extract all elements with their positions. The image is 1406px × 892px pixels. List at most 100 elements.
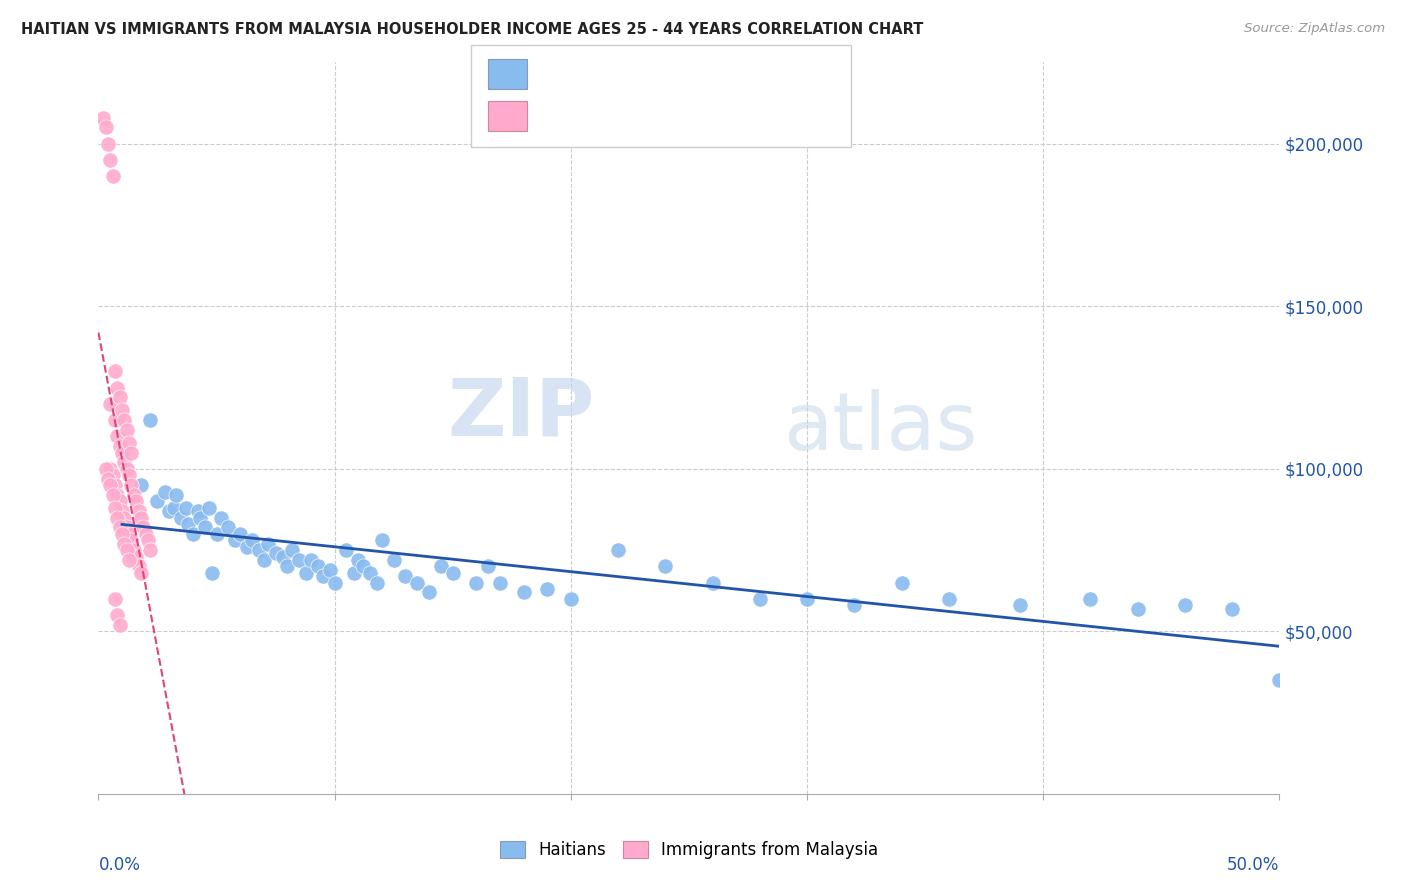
Point: [111, 403, 134, 417]
Point: [352, 559, 374, 574]
Point: [288, 553, 311, 567]
Point: [465, 575, 488, 590]
Point: [105, 488, 128, 502]
Point: [104, 478, 127, 492]
Point: [122, 543, 145, 558]
Point: [118, 553, 141, 567]
Point: [136, 533, 159, 548]
Point: [1174, 599, 1197, 613]
Point: [165, 488, 187, 502]
Point: [115, 462, 138, 476]
Point: [112, 510, 135, 524]
Point: [115, 462, 138, 476]
Point: [477, 559, 499, 574]
Point: [1080, 591, 1102, 606]
Point: [98, 153, 121, 167]
Point: [217, 520, 239, 534]
Point: [111, 526, 134, 541]
Point: [129, 566, 152, 580]
Point: [194, 520, 217, 534]
Point: [97, 136, 120, 151]
Point: [104, 364, 127, 378]
Point: [489, 575, 512, 590]
Point: [97, 471, 120, 485]
Point: [560, 591, 582, 606]
Point: [105, 380, 128, 394]
Point: [146, 494, 169, 508]
Point: [382, 553, 405, 567]
Point: [323, 575, 346, 590]
Point: [105, 429, 128, 443]
Point: [890, 575, 912, 590]
Point: [125, 549, 148, 564]
Point: [181, 526, 204, 541]
Text: 58: 58: [693, 107, 716, 125]
Point: [342, 566, 364, 580]
Point: [198, 500, 221, 515]
Legend: Haitians, Immigrants from Malaysia: Haitians, Immigrants from Malaysia: [494, 835, 884, 866]
Point: [1126, 601, 1149, 615]
Point: [94, 462, 117, 476]
Point: [125, 494, 148, 508]
Point: [654, 559, 676, 574]
Point: [108, 439, 131, 453]
Point: [118, 468, 141, 483]
Point: [105, 608, 128, 623]
Point: [115, 543, 138, 558]
Point: [209, 510, 232, 524]
Point: [135, 526, 157, 541]
Text: 50.0%: 50.0%: [1227, 856, 1279, 874]
Point: [111, 445, 134, 459]
Point: [229, 526, 252, 541]
Point: [844, 599, 866, 613]
Point: [121, 478, 143, 492]
Point: [748, 591, 770, 606]
Text: R =: R =: [541, 65, 581, 83]
Point: [281, 543, 304, 558]
Point: [129, 510, 152, 524]
Point: [128, 504, 150, 518]
Point: [335, 543, 357, 558]
Point: [276, 559, 298, 574]
Point: [111, 504, 134, 518]
Point: [312, 569, 335, 583]
Text: HAITIAN VS IMMIGRANTS FROM MALAYSIA HOUSEHOLDER INCOME AGES 25 - 44 YEARS CORREL: HAITIAN VS IMMIGRANTS FROM MALAYSIA HOUS…: [21, 22, 924, 37]
Point: [101, 488, 124, 502]
Point: [112, 455, 135, 469]
Point: [253, 553, 276, 567]
Text: N =: N =: [668, 65, 707, 83]
Point: [938, 591, 960, 606]
Point: [108, 494, 131, 508]
Point: [394, 569, 416, 583]
Point: [163, 500, 186, 515]
Text: R =: R =: [541, 107, 581, 125]
Point: [441, 566, 464, 580]
Point: [299, 553, 322, 567]
Point: [121, 445, 143, 459]
Point: [366, 575, 388, 590]
Point: [1268, 673, 1291, 687]
Text: Source: ZipAtlas.com: Source: ZipAtlas.com: [1244, 22, 1385, 36]
Point: [157, 504, 180, 518]
Point: [118, 526, 141, 541]
Point: [98, 397, 121, 411]
Point: [264, 546, 287, 560]
Point: [91, 111, 114, 125]
Point: [247, 543, 270, 558]
Text: N =: N =: [668, 107, 707, 125]
Point: [371, 533, 394, 548]
Text: ZIP: ZIP: [447, 375, 595, 452]
Point: [187, 504, 209, 518]
Point: [347, 553, 370, 567]
Point: [112, 536, 135, 550]
Point: [359, 566, 381, 580]
Point: [121, 533, 143, 548]
Point: [430, 559, 453, 574]
Point: [105, 510, 128, 524]
Point: [98, 462, 121, 476]
Point: [118, 435, 141, 450]
Point: [295, 566, 318, 580]
Text: -0.725: -0.725: [567, 65, 624, 83]
Point: [177, 517, 200, 532]
Point: [512, 585, 534, 599]
